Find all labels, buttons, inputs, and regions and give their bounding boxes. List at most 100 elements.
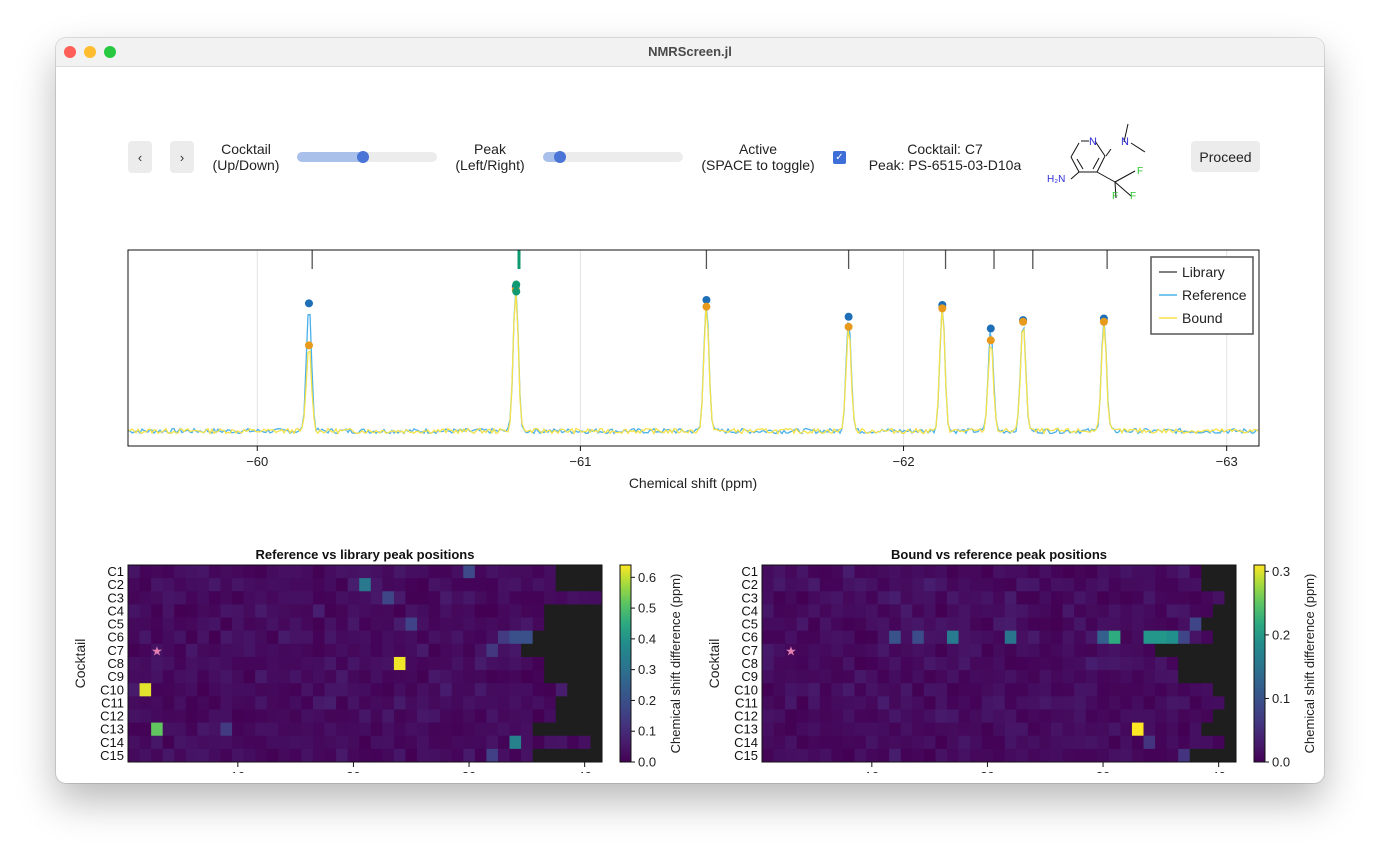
heatmap-cell bbox=[819, 591, 832, 605]
heatmap-cell bbox=[232, 643, 245, 658]
heatmap-cell bbox=[889, 591, 902, 605]
heatmap-cell bbox=[151, 656, 164, 671]
heatmap-cell bbox=[567, 578, 580, 592]
heatmap-cell bbox=[1178, 735, 1191, 750]
heatmap-cell bbox=[912, 643, 925, 658]
heatmap-cell bbox=[417, 591, 429, 605]
maximize-window-button[interactable] bbox=[104, 46, 116, 58]
heatmap-cell bbox=[578, 617, 591, 632]
peak-slider-handle[interactable] bbox=[554, 151, 567, 163]
heatmap-cell bbox=[232, 565, 245, 579]
cocktail-slider[interactable] bbox=[297, 151, 437, 163]
previous-button[interactable]: ‹ bbox=[128, 141, 152, 173]
heatmap-cell bbox=[1062, 656, 1075, 671]
heatmap-cell bbox=[1155, 748, 1168, 763]
peak-slider[interactable] bbox=[543, 151, 683, 163]
heatmap-cell bbox=[1051, 643, 1063, 658]
heatmap-cell bbox=[1120, 656, 1133, 671]
proceed-button[interactable]: Proceed bbox=[1191, 141, 1260, 172]
heatmap-cell bbox=[544, 643, 557, 658]
bound-vs-reference-heatmap[interactable]: Bound vs reference peak positionsC1C2C3C… bbox=[690, 503, 1324, 773]
heatmap-cell bbox=[509, 565, 522, 579]
heatmap-cell bbox=[970, 630, 983, 645]
heatmap-cell bbox=[128, 735, 140, 750]
minimize-window-button[interactable] bbox=[84, 46, 96, 58]
heatmap-cell bbox=[889, 578, 902, 592]
heatmap-cell bbox=[1201, 722, 1214, 737]
heatmap-cell bbox=[1108, 604, 1121, 618]
heatmap-cell bbox=[474, 656, 487, 671]
heatmap-highlight-cell bbox=[151, 723, 163, 736]
heatmap-cell bbox=[266, 670, 279, 684]
heatmap-cell bbox=[1155, 617, 1168, 632]
legend-bound-label: Bound bbox=[1182, 310, 1222, 326]
heatmap-cell bbox=[463, 683, 476, 697]
heatmap-cell bbox=[1108, 578, 1121, 592]
cocktail-slider-handle[interactable] bbox=[357, 151, 370, 163]
heatmap-cell bbox=[1120, 630, 1133, 645]
heatmap-cell bbox=[428, 748, 441, 763]
heatmap-cell bbox=[912, 604, 925, 618]
spectrum-plot[interactable]: −60 −61 −62 −63 Chemical shift (ppm) Librar… bbox=[56, 233, 1324, 503]
heatmap-cell bbox=[521, 748, 534, 763]
heatmap-cell bbox=[1120, 670, 1133, 684]
heatmap-x-tick-label: 10 bbox=[865, 769, 879, 773]
heatmap-cell bbox=[255, 748, 268, 763]
heatmap-cell bbox=[1131, 735, 1144, 750]
heatmap-cell bbox=[923, 604, 936, 618]
heatmap-cell bbox=[1131, 591, 1144, 605]
heatmap-cell bbox=[440, 683, 453, 697]
reference-vs-library-heatmap[interactable]: Reference vs library peak positionsC1C2C… bbox=[56, 503, 690, 773]
colorbar-tick-label: 0.1 bbox=[638, 724, 656, 739]
heatmap-cell bbox=[370, 565, 383, 579]
heatmap-row-label: C9 bbox=[107, 669, 124, 684]
heatmap-cell bbox=[1004, 630, 1017, 645]
heatmap-cell bbox=[567, 670, 580, 684]
heatmap-cell bbox=[1039, 643, 1052, 658]
active-checkbox[interactable]: ✓ bbox=[833, 151, 846, 164]
heatmap-cell bbox=[877, 670, 890, 684]
close-window-button[interactable] bbox=[64, 46, 76, 58]
heatmap-cell bbox=[243, 604, 256, 618]
next-button[interactable]: › bbox=[170, 141, 194, 173]
heatmap-cell bbox=[567, 604, 580, 618]
heatmap-cell bbox=[796, 604, 809, 618]
heatmap-cell bbox=[220, 591, 233, 605]
colorbar bbox=[619, 564, 632, 763]
heatmap-cell bbox=[578, 722, 591, 737]
heatmap-cell bbox=[451, 656, 464, 671]
heatmap-cell bbox=[981, 591, 994, 605]
bound-peak-point bbox=[702, 302, 711, 311]
heatmap-cell bbox=[497, 735, 510, 750]
heatmap-cell bbox=[993, 643, 1006, 658]
heatmap-cell bbox=[266, 643, 279, 658]
heatmap-cell bbox=[440, 578, 453, 592]
heatmap-cell bbox=[889, 643, 902, 658]
heatmap-cell bbox=[1143, 709, 1156, 723]
heatmap-cell bbox=[970, 709, 983, 723]
heatmap-cell bbox=[796, 630, 809, 645]
heatmap-cell bbox=[1085, 656, 1098, 671]
heatmap-cell bbox=[128, 578, 140, 592]
heatmap-highlight-cell bbox=[1109, 631, 1120, 644]
heatmap-cell bbox=[312, 591, 325, 605]
heatmap-cell bbox=[762, 630, 774, 645]
heatmap-cell bbox=[220, 748, 233, 763]
heatmap-cell bbox=[1016, 735, 1029, 750]
heatmap-cell bbox=[831, 643, 844, 658]
heatmap-cell bbox=[935, 709, 948, 723]
heatmap-cell bbox=[278, 643, 291, 658]
heatmap-cell bbox=[486, 578, 499, 592]
heatmap-cell bbox=[278, 578, 291, 592]
heatmap-cell bbox=[946, 630, 959, 645]
heatmap-cell bbox=[854, 748, 867, 763]
heatmap-cell bbox=[532, 578, 545, 592]
heatmap-cell bbox=[1201, 696, 1214, 710]
heatmap-cell bbox=[1039, 683, 1052, 697]
heatmap-cell bbox=[197, 565, 210, 579]
heatmap-cell bbox=[1016, 722, 1029, 737]
heatmap-cell bbox=[521, 696, 534, 710]
heatmap-cell bbox=[405, 604, 418, 618]
heatmap-cell bbox=[1155, 722, 1168, 737]
heatmap-cell bbox=[312, 617, 325, 632]
